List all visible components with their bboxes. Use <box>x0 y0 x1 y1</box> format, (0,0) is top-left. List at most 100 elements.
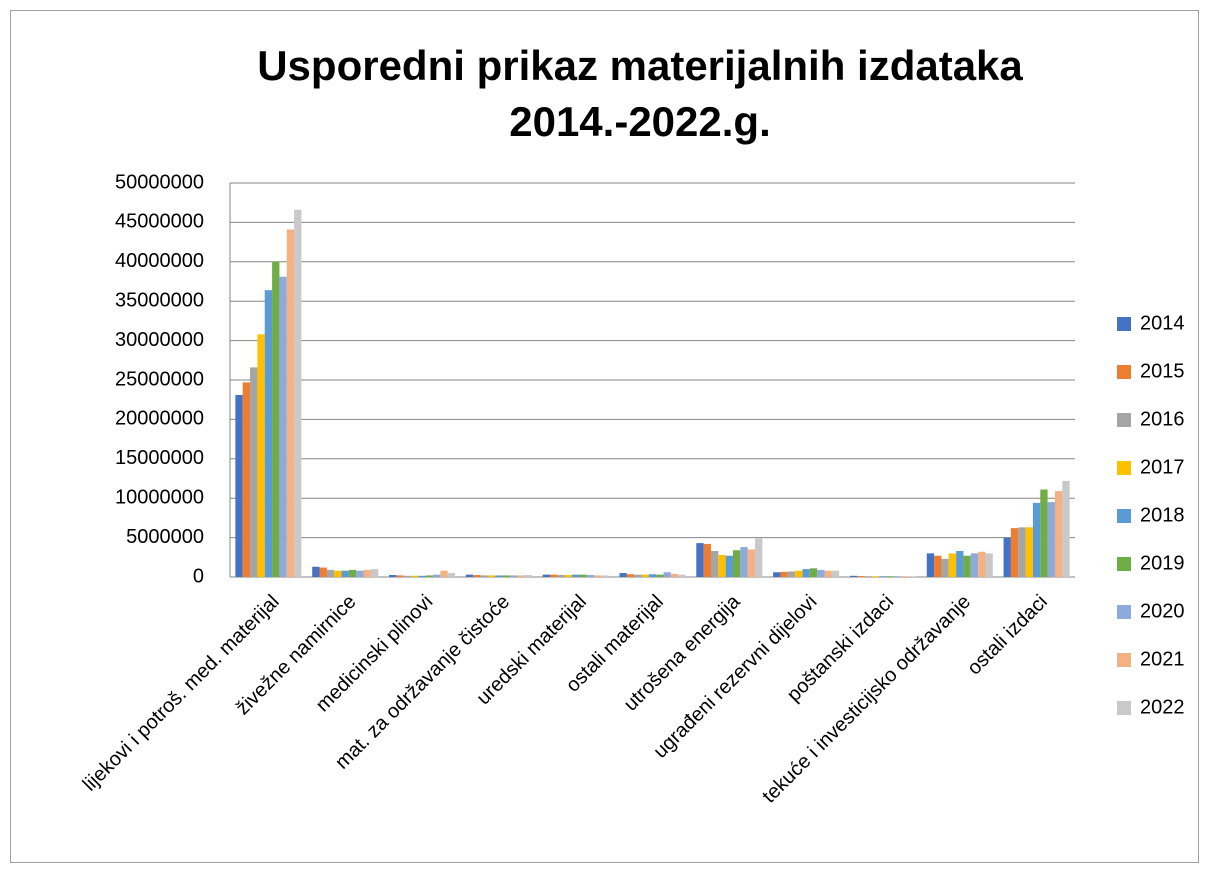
bar <box>641 574 649 577</box>
y-tick-label: 50000000 <box>115 171 204 193</box>
legend-label: 2019 <box>1140 552 1185 574</box>
bar <box>272 261 280 577</box>
bar <box>626 574 635 577</box>
bar <box>926 553 935 577</box>
legend-swatch <box>1117 701 1131 715</box>
bar <box>678 574 686 577</box>
bar <box>1054 491 1063 577</box>
bar <box>849 575 858 577</box>
bar <box>433 574 441 577</box>
bar <box>396 575 404 577</box>
bar <box>502 575 510 577</box>
bar <box>447 573 456 577</box>
bar <box>795 570 803 577</box>
bar <box>473 575 481 577</box>
bar <box>663 572 671 577</box>
bar <box>948 553 957 577</box>
bar <box>619 573 627 577</box>
bar <box>579 574 587 577</box>
legend-label: 2016 <box>1140 408 1185 430</box>
bar <box>370 569 379 577</box>
bar <box>356 570 364 577</box>
y-tick-label: 30000000 <box>115 329 204 351</box>
bar <box>564 575 573 577</box>
bar <box>319 567 327 577</box>
bar <box>312 566 320 577</box>
bar <box>648 574 657 577</box>
y-tick-label: 5000000 <box>126 526 204 548</box>
bar <box>963 555 971 577</box>
y-tick-label: 35000000 <box>115 289 204 311</box>
bar <box>440 570 448 577</box>
bar <box>517 575 525 577</box>
bar <box>831 570 840 577</box>
bar <box>901 576 909 577</box>
bar <box>465 574 474 577</box>
bar <box>425 575 434 577</box>
bar <box>886 576 894 577</box>
bar <box>1047 502 1055 577</box>
bar <box>732 550 741 577</box>
bar <box>809 568 818 577</box>
bar <box>710 550 719 577</box>
bar <box>1010 528 1019 577</box>
bar <box>908 576 916 577</box>
bar <box>542 574 550 577</box>
bar <box>725 555 733 577</box>
y-tick-label: 20000000 <box>115 408 204 430</box>
legend-label: 2021 <box>1140 648 1185 670</box>
bar <box>670 573 679 577</box>
bar <box>696 543 704 577</box>
bar <box>634 574 642 577</box>
legend-swatch <box>1117 413 1131 427</box>
bar <box>524 575 532 577</box>
legend-swatch <box>1117 557 1131 571</box>
bar <box>363 569 371 577</box>
bar <box>572 574 580 577</box>
bar <box>1062 480 1070 577</box>
bar <box>557 575 565 577</box>
legend-swatch <box>1117 461 1131 475</box>
y-tick-label: 15000000 <box>115 447 204 469</box>
bar <box>250 367 258 577</box>
bar <box>1040 489 1048 577</box>
bar <box>487 575 496 577</box>
chart-border <box>10 10 1199 863</box>
bar <box>257 334 265 577</box>
bar <box>978 551 986 577</box>
bar <box>326 569 335 577</box>
bar <box>755 538 763 577</box>
bar <box>941 558 949 577</box>
legend-label: 2015 <box>1140 360 1185 382</box>
bar <box>857 576 865 577</box>
bar <box>586 575 595 577</box>
bar <box>1018 527 1026 577</box>
bar <box>286 229 295 577</box>
bar <box>1032 502 1041 577</box>
legend-label: 2022 <box>1140 696 1185 718</box>
bar <box>1025 527 1033 577</box>
bar <box>411 575 419 577</box>
bar <box>495 575 503 577</box>
bar <box>787 571 796 577</box>
bar <box>594 575 602 577</box>
bar <box>780 571 788 577</box>
bar <box>703 543 711 577</box>
bar <box>403 575 412 577</box>
bar <box>1003 537 1011 577</box>
y-tick-label: 45000000 <box>115 211 204 233</box>
legend-label: 2018 <box>1140 504 1185 526</box>
legend-swatch <box>1117 365 1131 379</box>
bar <box>279 276 287 577</box>
legend-swatch <box>1117 317 1131 331</box>
bar <box>893 576 902 577</box>
bar <box>341 570 349 577</box>
legend-label: 2020 <box>1140 600 1185 622</box>
bar <box>747 549 756 577</box>
bar <box>802 569 810 577</box>
bar <box>334 570 342 577</box>
bar <box>934 555 942 577</box>
bar <box>985 553 993 577</box>
bar <box>773 572 781 577</box>
